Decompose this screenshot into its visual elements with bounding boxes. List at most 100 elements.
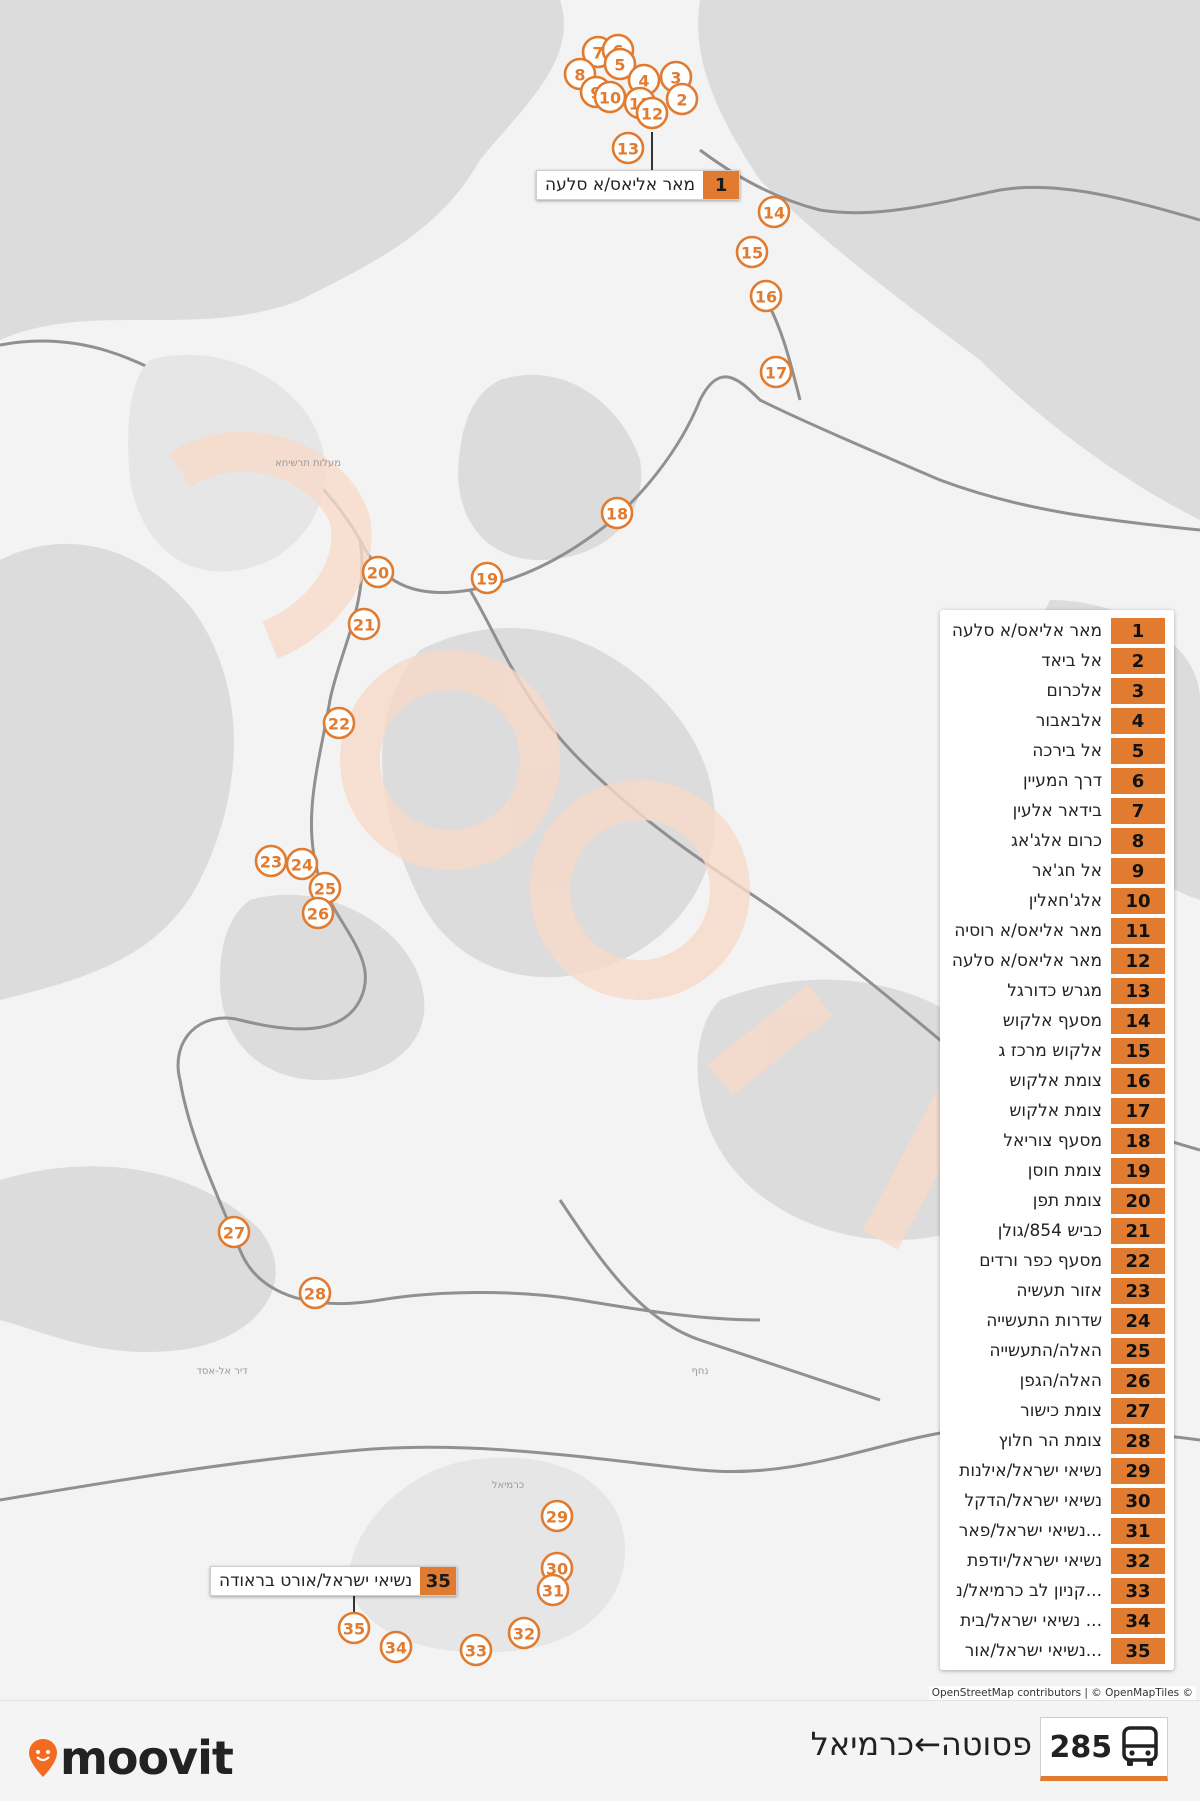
legend-row[interactable]: 23 אזור תעשיה	[940, 1276, 1174, 1306]
legend-row[interactable]: 12 מאר אליאס/א סלעה	[940, 946, 1174, 976]
stop-marker[interactable]: 24	[285, 847, 319, 881]
legend-row[interactable]: 28 צומת הר חלוץ	[940, 1426, 1174, 1456]
legend-row[interactable]: 7 בידאר אלעין	[940, 796, 1174, 826]
legend-stop-label: מסעף צוריאל	[1003, 1131, 1102, 1151]
legend-row[interactable]: 24 שדרות התעשייה	[940, 1306, 1174, 1336]
legend-row[interactable]: 13 מגרש כדורגל	[940, 976, 1174, 1006]
place-labels: מעלות תרשיחא דיר אל-אסד נחף כרמיאל	[196, 458, 708, 1491]
legend-row[interactable]: 34 נשיאי ישראל/בית ...	[940, 1606, 1174, 1636]
map-attribution[interactable]: OpenStreetMap contributors | © OpenMapTi…	[928, 1686, 1196, 1700]
stop-marker-number: 18	[606, 505, 628, 524]
legend-row[interactable]: 9 אל חג'אר	[940, 856, 1174, 886]
legend-stop-label: נשיאי ישראל/הדקל	[964, 1491, 1102, 1511]
stop-marker[interactable]: 31	[536, 1573, 570, 1607]
stop-marker[interactable]: 2	[665, 82, 699, 116]
legend-row[interactable]: 35 נשיאי ישראל/אור...	[940, 1636, 1174, 1666]
legend-row[interactable]: 27 צומת כישור	[940, 1396, 1174, 1426]
stop-marker-circle	[540, 1499, 574, 1533]
legend-stop-number: 13	[1110, 977, 1166, 1005]
legend-row[interactable]: 8 כרום אלג'אג	[940, 826, 1174, 856]
legend-row[interactable]: 1 מאר אליאס/א סלעה	[940, 616, 1174, 646]
stop-marker[interactable]: 29	[540, 1499, 574, 1533]
bus-icon	[1121, 1726, 1158, 1766]
stop-marker[interactable]: 13	[611, 131, 645, 165]
stop-marker[interactable]: 14	[757, 195, 791, 229]
legend-stop-label: נשיאי ישראל/פאר...	[958, 1521, 1102, 1541]
stop-marker-circle	[611, 131, 645, 165]
legend-stop-number: 19	[1110, 1157, 1166, 1185]
legend-row[interactable]: 5 אל בירכה	[940, 736, 1174, 766]
moovit-logo[interactable]: moovit	[28, 1731, 234, 1785]
legend-row[interactable]: 18 מסעף צוריאל	[940, 1126, 1174, 1156]
legend-stop-label: נשיאי ישראל/בית ...	[960, 1611, 1102, 1631]
stop-marker[interactable]: 27	[217, 1215, 251, 1249]
stop-marker[interactable]: 32	[507, 1616, 541, 1650]
legend-row[interactable]: 25 האלה/התעשייה	[940, 1336, 1174, 1366]
legend-row[interactable]: 3 אלכרום	[940, 676, 1174, 706]
route-map[interactable]: מעלות תרשיחא דיר אל-אסד נחף כרמיאל 76584…	[0, 0, 1200, 1700]
legend-row[interactable]: 19 צומת חוסן	[940, 1156, 1174, 1186]
stop-marker[interactable]: 34	[379, 1630, 413, 1664]
legend-stop-label: אל בירכה	[1032, 741, 1102, 761]
stop-marker[interactable]: 16	[749, 279, 783, 313]
stop-marker[interactable]: 10	[593, 80, 627, 114]
stop-marker[interactable]: 20	[361, 555, 395, 589]
callout-stop-label: נשיאי ישראל/אורט בראודה	[219, 1571, 413, 1591]
legend-row[interactable]: 6 דרך המעיין	[940, 766, 1174, 796]
legend-row[interactable]: 31 נשיאי ישראל/פאר...	[940, 1516, 1174, 1546]
legend-stop-label: האלה/התעשייה	[989, 1341, 1102, 1361]
stop-marker[interactable]: 21	[347, 607, 381, 641]
stop-marker-number: 12	[641, 105, 663, 124]
stop-marker-number: 20	[367, 564, 389, 583]
last-stop-callout[interactable]: 35 נשיאי ישראל/אורט בראודה	[210, 1566, 458, 1596]
legend-stop-label: מאר אליאס/א רוסיה	[954, 921, 1102, 941]
legend-row[interactable]: 30 נשיאי ישראל/הדקל	[940, 1486, 1174, 1516]
stop-marker[interactable]: 19	[470, 561, 504, 595]
legend-row[interactable]: 22 מסעף כפר ורדים	[940, 1246, 1174, 1276]
legend-row[interactable]: 21 כביש 854/גולן	[940, 1216, 1174, 1246]
legend-stop-label: אל חג'אר	[1031, 861, 1102, 881]
stop-marker-circle	[379, 1630, 413, 1664]
stop-marker[interactable]: 17	[759, 355, 793, 389]
legend-row[interactable]: 26 האלה/הגפן	[940, 1366, 1174, 1396]
legend-stop-label: קניון לב כרמיאל/נ...	[956, 1581, 1102, 1601]
stop-marker-number: 4	[638, 72, 649, 91]
legend-stop-label: אל ביאד	[1041, 651, 1102, 671]
legend-row[interactable]: 14 מסעף אלקוש	[940, 1006, 1174, 1036]
legend-row[interactable]: 16 צומת אלקוש	[940, 1066, 1174, 1096]
stop-marker[interactable]: 23	[254, 844, 288, 878]
legend-stop-label: כביש 854/גולן	[997, 1221, 1102, 1241]
legend-row[interactable]: 33 קניון לב כרמיאל/נ...	[940, 1576, 1174, 1606]
legend-row[interactable]: 4 אלבאבור	[940, 706, 1174, 736]
legend-stop-number: 16	[1110, 1067, 1166, 1095]
stop-marker[interactable]: 25	[308, 871, 342, 905]
stop-marker-circle	[322, 706, 356, 740]
stop-marker[interactable]: 26	[301, 896, 335, 930]
legend-stop-number: 29	[1110, 1457, 1166, 1485]
route-badge[interactable]: 285	[1040, 1717, 1168, 1781]
legend-row[interactable]: 10 אלג'חאלין	[940, 886, 1174, 916]
stop-marker[interactable]: 18	[600, 496, 634, 530]
stop-marker[interactable]: 12	[635, 96, 669, 130]
legend-stop-number: 15	[1110, 1037, 1166, 1065]
place-label: דיר אל-אסד	[196, 1366, 248, 1377]
legend-row[interactable]: 29 נשיאי ישראל/אילנות	[940, 1456, 1174, 1486]
legend-row[interactable]: 32 נשיאי ישראל/יודפת	[940, 1546, 1174, 1576]
legend-row[interactable]: 2 אל ביאד	[940, 646, 1174, 676]
legend-row[interactable]: 15 אלקוש מרכז ג	[940, 1036, 1174, 1066]
legend-stop-label: צומת אלקוש	[1009, 1071, 1102, 1091]
stop-marker[interactable]: 15	[735, 235, 769, 269]
legend-stop-label: נשיאי ישראל/יודפת	[967, 1551, 1102, 1571]
first-stop-callout[interactable]: 1 מאר אליאס/א סלעה	[536, 170, 741, 200]
stop-marker[interactable]: 33	[459, 1633, 493, 1667]
legend-row[interactable]: 20 צומת תפן	[940, 1186, 1174, 1216]
legend-stop-number: 28	[1110, 1427, 1166, 1455]
stop-marker[interactable]: 5	[603, 47, 637, 81]
stop-marker[interactable]: 28	[298, 1276, 332, 1310]
stop-marker[interactable]: 35	[337, 1611, 371, 1645]
legend-row[interactable]: 11 מאר אליאס/א רוסיה	[940, 916, 1174, 946]
stop-marker[interactable]: 22	[322, 706, 356, 740]
stop-marker-number: 25	[314, 880, 336, 899]
legend-row[interactable]: 17 צומת אלקוש	[940, 1096, 1174, 1126]
legend-stop-label: האלה/הגפן	[1019, 1371, 1102, 1391]
